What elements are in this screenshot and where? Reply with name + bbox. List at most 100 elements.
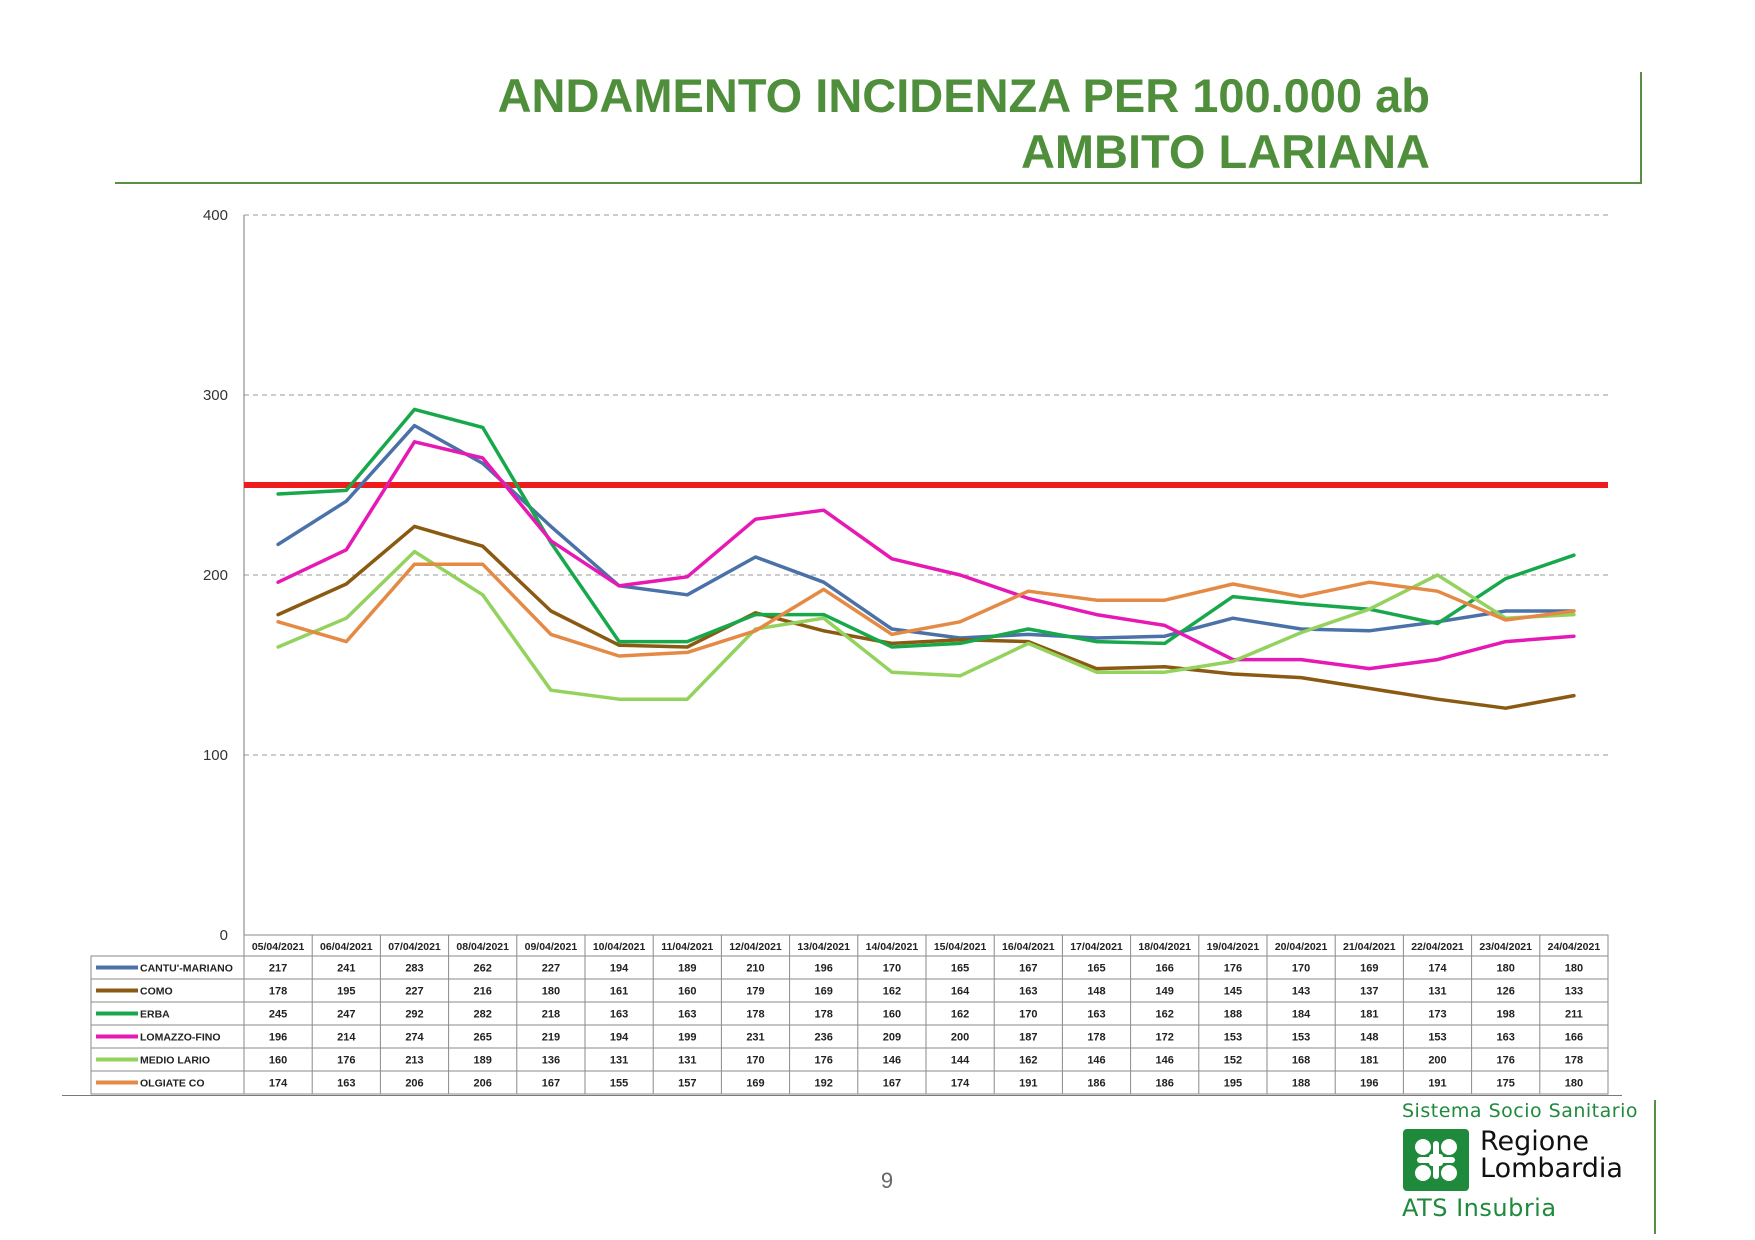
data-label: 236 <box>815 1032 833 1044</box>
data-point <box>1163 670 1167 674</box>
data-point <box>1095 667 1098 671</box>
data-label: 180 <box>1497 963 1515 975</box>
data-label: 152 <box>1224 1055 1242 1067</box>
data-point <box>890 670 894 674</box>
data-label: 155 <box>610 1078 628 1090</box>
data-point <box>1299 602 1303 606</box>
data-label: 167 <box>542 1078 560 1090</box>
data-label: 178 <box>269 986 287 998</box>
title-line-1: ANDAMENTO INCIDENZA PER 100.000 ab <box>497 69 1430 122</box>
data-point <box>958 641 962 645</box>
data-label: 209 <box>883 1032 901 1044</box>
data-label: 162 <box>1156 1009 1174 1021</box>
data-label: 160 <box>883 1009 901 1021</box>
x-tick-label: 10/04/2021 <box>593 941 646 953</box>
data-label: 131 <box>678 1055 696 1067</box>
data-point <box>1095 636 1098 640</box>
data-label: 145 <box>1224 986 1242 998</box>
data-point <box>1504 640 1508 644</box>
data-point <box>413 550 416 554</box>
data-point <box>413 440 416 444</box>
data-point <box>1572 634 1576 638</box>
data-label: 262 <box>474 963 492 975</box>
data-point <box>1026 627 1030 631</box>
data-label: 163 <box>1087 1009 1105 1021</box>
data-point <box>1095 640 1098 644</box>
data-point <box>617 640 621 644</box>
data-point <box>1026 632 1030 636</box>
x-tick-label: 24/04/2021 <box>1548 941 1601 953</box>
data-label: 170 <box>1292 963 1310 975</box>
data-label: 143 <box>1292 986 1310 998</box>
data-point <box>1163 598 1167 602</box>
data-label: 184 <box>1292 1009 1311 1021</box>
data-point <box>481 425 485 429</box>
data-label: 169 <box>1360 963 1378 975</box>
data-point <box>481 456 485 460</box>
data-point <box>1231 582 1235 586</box>
data-label: 174 <box>951 1078 970 1090</box>
data-label: 170 <box>1019 1009 1037 1021</box>
system-name: Sistema Socio Sanitario <box>1402 1100 1638 1122</box>
data-point <box>1231 672 1235 676</box>
data-table: 05/04/2021 06/04/2021 07/04/2021 08/04/2021… <box>90 934 1609 1095</box>
page-title: ANDAMENTO INCIDENZA PER 100.000 ab AMBIT… <box>498 68 1430 180</box>
data-label: 241 <box>337 963 355 975</box>
data-point <box>1504 706 1508 710</box>
x-tick-label: 07/04/2021 <box>388 941 441 953</box>
logo-divider <box>1654 1100 1656 1234</box>
data-point <box>1504 577 1508 581</box>
data-label: 163 <box>1019 986 1037 998</box>
data-label: 186 <box>1156 1078 1174 1090</box>
data-label: 160 <box>269 1055 287 1067</box>
x-tick-label: 18/04/2021 <box>1138 941 1191 953</box>
data-label: 174 <box>269 1078 288 1090</box>
data-label: 191 <box>1428 1078 1446 1090</box>
y-tick-label: 300 <box>203 387 228 404</box>
data-label: 131 <box>610 1055 628 1067</box>
data-point <box>617 697 621 701</box>
data-point <box>685 697 689 701</box>
data-label: 180 <box>542 986 560 998</box>
data-label: 245 <box>269 1009 287 1021</box>
data-label: 149 <box>1156 986 1174 998</box>
data-point <box>1367 686 1371 690</box>
data-point <box>1026 641 1030 645</box>
data-point <box>1572 613 1576 617</box>
data-point <box>344 640 348 644</box>
data-label: 168 <box>1292 1055 1310 1067</box>
data-point <box>1163 641 1167 645</box>
data-point <box>958 638 962 642</box>
title-vertical-divider <box>1640 72 1642 184</box>
data-label: 206 <box>474 1078 492 1090</box>
x-tick-label: 09/04/2021 <box>525 941 578 953</box>
data-point <box>344 499 348 503</box>
data-label: 213 <box>405 1055 423 1067</box>
x-tick-label: 08/04/2021 <box>456 941 509 953</box>
data-point <box>617 643 621 647</box>
data-label: 167 <box>883 1078 901 1090</box>
data-label: 214 <box>337 1032 356 1044</box>
data-point <box>890 641 894 645</box>
x-tick-label: 20/04/2021 <box>1275 941 1328 953</box>
data-label: 162 <box>951 1009 969 1021</box>
data-point <box>1504 618 1508 622</box>
data-label: 163 <box>610 1009 628 1021</box>
data-point <box>822 587 826 591</box>
y-tick-label: 100 <box>203 747 228 764</box>
data-label: 176 <box>1224 963 1242 975</box>
data-point <box>822 508 826 512</box>
data-label: 194 <box>610 1032 629 1044</box>
data-point <box>1163 634 1167 638</box>
data-label: 192 <box>815 1078 833 1090</box>
data-point <box>685 640 689 644</box>
data-label: 146 <box>1087 1055 1105 1067</box>
data-point <box>549 609 553 613</box>
x-tick-label: 22/04/2021 <box>1411 941 1464 953</box>
series-line <box>276 524 1576 710</box>
data-point <box>413 562 416 566</box>
data-point <box>754 555 757 559</box>
data-label: 186 <box>1087 1078 1105 1090</box>
data-label: 148 <box>1360 1032 1378 1044</box>
data-label: 163 <box>337 1078 355 1090</box>
